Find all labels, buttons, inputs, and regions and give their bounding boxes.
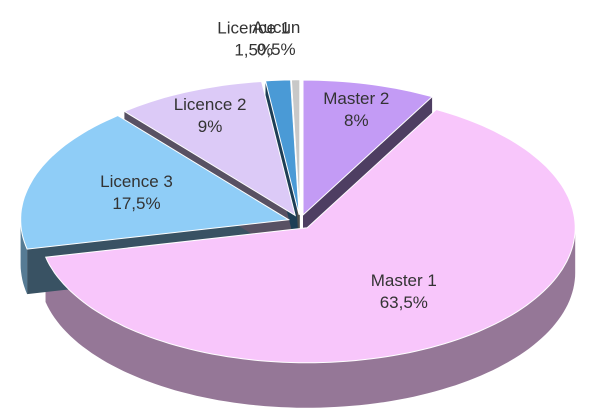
- slice-value-label: 17,5%: [112, 194, 160, 213]
- slice-value-label: 9%: [198, 117, 223, 136]
- slice: [290, 79, 301, 215]
- slice-label: Master 2: [323, 89, 389, 108]
- slice-label: Aucun: [252, 18, 300, 37]
- slice: [123, 80, 296, 217]
- slice-side: [45, 227, 576, 408]
- slice-value-label: 1,5%: [234, 40, 273, 59]
- slice-label: Licence 3: [100, 172, 173, 191]
- slice: [302, 79, 434, 217]
- slice-value-label: 63,5%: [380, 293, 428, 312]
- slice-value-label: 0,5%: [257, 40, 296, 59]
- slice: [20, 115, 291, 250]
- slice-label: Licence 2: [174, 95, 247, 114]
- slice: [264, 79, 300, 215]
- slice-side: [20, 219, 28, 295]
- slice-value-label: 8%: [344, 111, 369, 130]
- slice: [44, 108, 576, 364]
- slice-label: Master 1: [371, 271, 437, 290]
- slice-label: Licence 1: [217, 18, 290, 37]
